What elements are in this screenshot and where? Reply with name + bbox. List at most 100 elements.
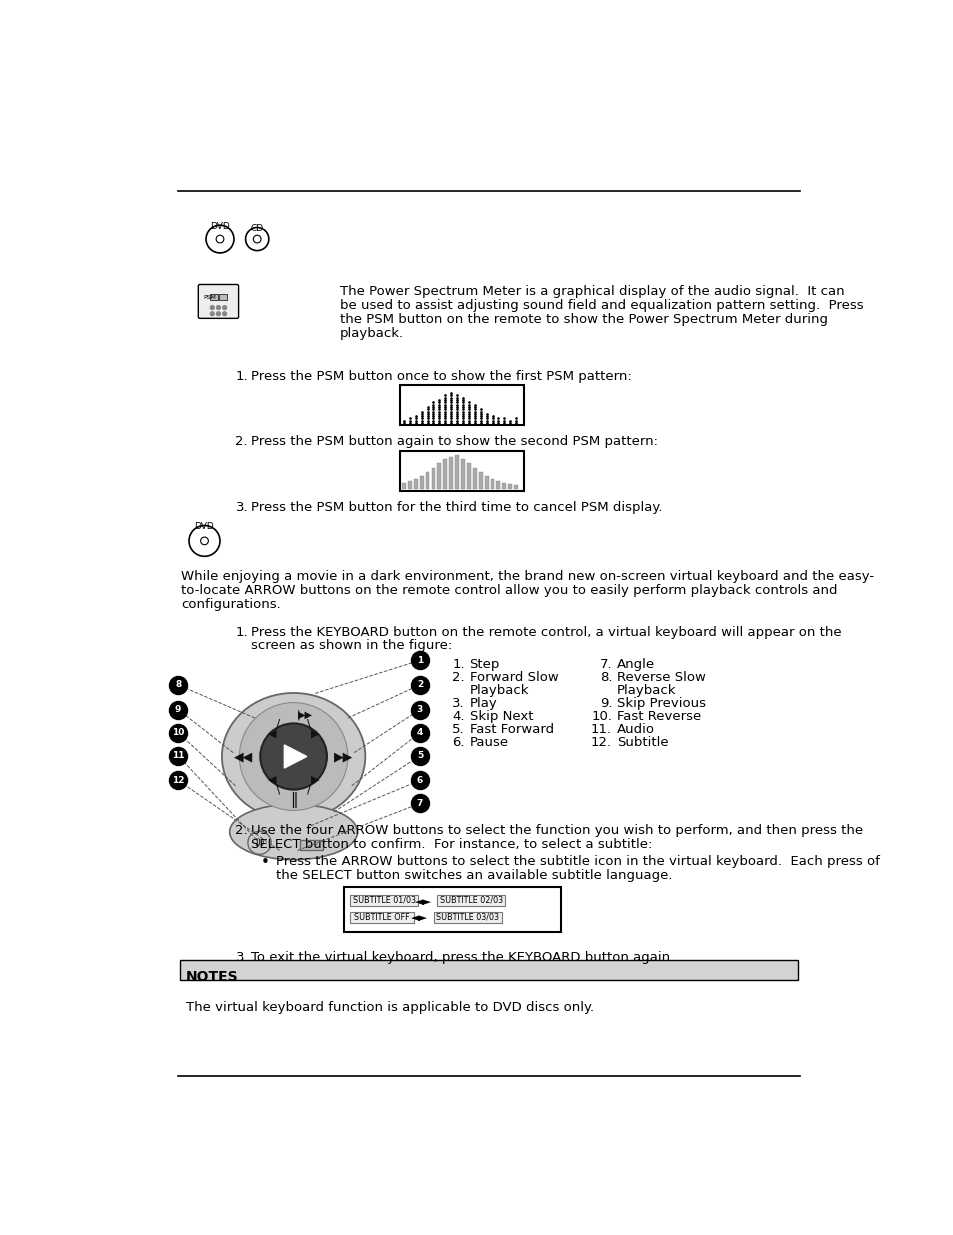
Text: 12: 12 bbox=[172, 776, 184, 785]
Text: Subtitle: Subtitle bbox=[617, 736, 668, 750]
Bar bbox=[350, 895, 418, 906]
Circle shape bbox=[210, 311, 214, 316]
Text: ◀: ◀ bbox=[268, 774, 275, 784]
Bar bbox=[425, 472, 429, 489]
Bar bbox=[496, 482, 499, 489]
Text: 8.: 8. bbox=[599, 671, 612, 684]
Bar bbox=[399, 451, 523, 490]
Text: 8: 8 bbox=[174, 680, 181, 689]
Text: 1: 1 bbox=[416, 656, 422, 664]
Circle shape bbox=[210, 306, 214, 310]
Text: /: / bbox=[275, 718, 280, 731]
Text: Press the PSM button for the third time to cancel PSM display.: Press the PSM button for the third time … bbox=[251, 501, 661, 514]
Text: Fast Reverse: Fast Reverse bbox=[617, 710, 700, 724]
Text: ◄►: ◄► bbox=[415, 897, 432, 906]
Text: While enjoying a movie in a dark environment, the brand new on-screen virtual ke: While enjoying a movie in a dark environ… bbox=[181, 571, 874, 583]
Ellipse shape bbox=[222, 693, 365, 820]
Text: SUBTITLE 03/03: SUBTITLE 03/03 bbox=[436, 913, 499, 921]
Bar bbox=[414, 479, 417, 489]
Text: Skip Previous: Skip Previous bbox=[617, 698, 705, 710]
Text: 3.: 3. bbox=[235, 501, 248, 514]
Text: ◀: ◀ bbox=[268, 729, 275, 739]
Bar bbox=[419, 475, 423, 489]
Text: 7: 7 bbox=[416, 799, 423, 808]
Text: 2.: 2. bbox=[235, 824, 248, 837]
Text: The virtual keyboard function is applicable to DVD discs only.: The virtual keyboard function is applica… bbox=[186, 1002, 594, 1014]
Text: screen as shown in the figure:: screen as shown in the figure: bbox=[251, 640, 452, 652]
Bar bbox=[179, 960, 798, 979]
Text: DVD: DVD bbox=[194, 522, 214, 531]
Text: ▶▶: ▶▶ bbox=[334, 750, 354, 763]
Text: Step: Step bbox=[469, 658, 499, 671]
Text: To exit the virtual keyboard, press the KEYBOARD button again.: To exit the virtual keyboard, press the … bbox=[251, 951, 674, 963]
Circle shape bbox=[216, 306, 220, 310]
Bar bbox=[431, 468, 435, 489]
Bar bbox=[449, 457, 453, 489]
Ellipse shape bbox=[230, 804, 357, 860]
Text: 6: 6 bbox=[416, 776, 422, 785]
Circle shape bbox=[239, 703, 348, 810]
Text: Forward Slow: Forward Slow bbox=[469, 671, 558, 684]
Bar bbox=[460, 459, 464, 489]
Bar bbox=[219, 294, 227, 300]
Text: Pause: Pause bbox=[469, 736, 508, 750]
Bar bbox=[436, 895, 505, 906]
Text: ‖: ‖ bbox=[290, 792, 297, 808]
Text: ◀◀: ◀◀ bbox=[233, 750, 253, 763]
Text: 3.: 3. bbox=[235, 951, 248, 963]
Text: 10.: 10. bbox=[591, 710, 612, 724]
Text: Playback: Playback bbox=[469, 684, 529, 697]
Bar bbox=[399, 385, 523, 425]
Text: 4.: 4. bbox=[452, 710, 464, 724]
Text: playback.: playback. bbox=[340, 327, 404, 340]
Text: ))): ))) bbox=[254, 839, 265, 847]
Bar bbox=[484, 475, 488, 489]
Text: SUBTITLE 02/03: SUBTITLE 02/03 bbox=[439, 895, 502, 905]
Text: 3: 3 bbox=[416, 705, 422, 714]
Text: Use the four ARROW buttons to select the function you wish to perform, and then : Use the four ARROW buttons to select the… bbox=[251, 824, 862, 837]
Text: to-locate ARROW buttons on the remote control allow you to easily perform playba: to-locate ARROW buttons on the remote co… bbox=[181, 584, 837, 597]
Text: the PSM button on the remote to show the Power Spectrum Meter during: the PSM button on the remote to show the… bbox=[340, 312, 827, 326]
Text: Press the ARROW buttons to select the subtitle icon in the virtual keyboard.  Ea: Press the ARROW buttons to select the su… bbox=[275, 855, 879, 868]
Bar bbox=[502, 483, 506, 489]
Text: ◄►: ◄► bbox=[411, 914, 428, 924]
Text: Reverse Slow: Reverse Slow bbox=[617, 671, 705, 684]
Circle shape bbox=[216, 311, 220, 316]
Bar bbox=[434, 911, 501, 923]
Text: 2.: 2. bbox=[452, 671, 464, 684]
Bar bbox=[350, 911, 414, 923]
Text: 3.: 3. bbox=[452, 698, 464, 710]
Text: Angle: Angle bbox=[617, 658, 655, 671]
Text: configurations.: configurations. bbox=[181, 598, 281, 611]
Circle shape bbox=[222, 311, 227, 316]
Text: Fast Forward: Fast Forward bbox=[469, 724, 553, 736]
Text: Press the PSM button again to show the second PSM pattern:: Press the PSM button again to show the s… bbox=[251, 435, 658, 447]
Bar bbox=[473, 468, 476, 489]
Bar bbox=[210, 294, 217, 300]
Text: SUBTITLE OFF: SUBTITLE OFF bbox=[354, 913, 410, 921]
Bar bbox=[443, 459, 447, 489]
Text: The Power Spectrum Meter is a graphical display of the audio signal.  It can: The Power Spectrum Meter is a graphical … bbox=[340, 285, 843, 299]
Text: Press the KEYBOARD button on the remote control, a virtual keyboard will appear : Press the KEYBOARD button on the remote … bbox=[251, 626, 841, 638]
Text: Skip Next: Skip Next bbox=[469, 710, 533, 724]
Text: 2: 2 bbox=[416, 680, 422, 689]
Text: Play: Play bbox=[469, 698, 497, 710]
Circle shape bbox=[189, 526, 220, 556]
Bar bbox=[437, 463, 441, 489]
Text: be used to assist adjusting sound field and equalization pattern setting.  Press: be used to assist adjusting sound field … bbox=[340, 299, 862, 312]
Text: ▶: ▶ bbox=[311, 774, 319, 784]
Text: 1.: 1. bbox=[452, 658, 464, 671]
Text: \: \ bbox=[275, 782, 280, 795]
Text: 11.: 11. bbox=[591, 724, 612, 736]
Text: · · ·: · · · bbox=[305, 841, 317, 850]
Text: 9.: 9. bbox=[599, 698, 612, 710]
Text: 4: 4 bbox=[416, 729, 423, 737]
Text: DVD: DVD bbox=[210, 222, 230, 231]
Text: Playback: Playback bbox=[617, 684, 676, 697]
Circle shape bbox=[222, 306, 227, 310]
Bar bbox=[344, 888, 560, 932]
Bar bbox=[466, 463, 471, 489]
Text: CD: CD bbox=[251, 225, 263, 233]
Bar bbox=[490, 479, 494, 489]
Bar bbox=[401, 483, 405, 489]
